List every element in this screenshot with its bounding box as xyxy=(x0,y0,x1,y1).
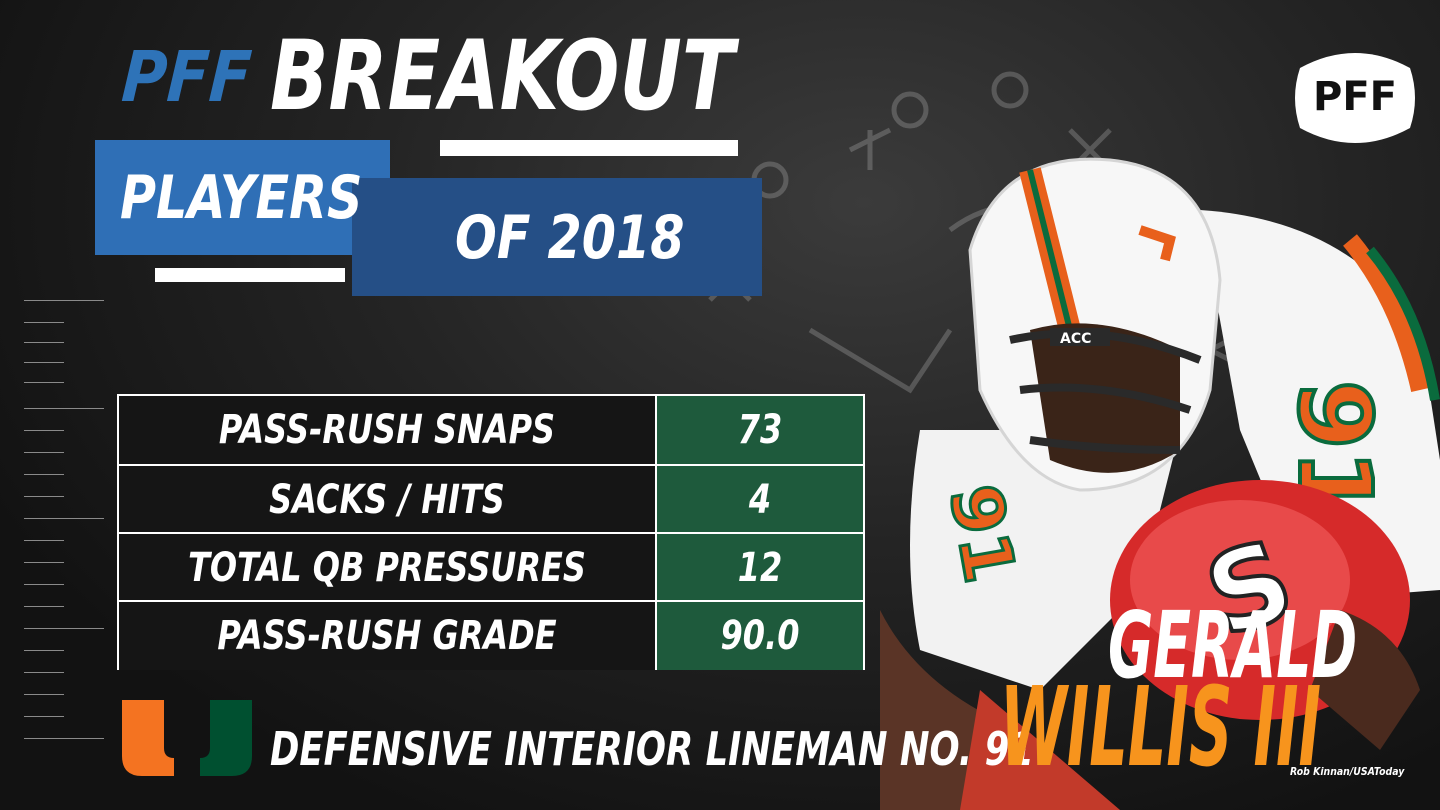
pff-logo: PFF xyxy=(1295,53,1415,143)
title-breakout: BREAKOUT xyxy=(270,20,735,132)
stat-value: 4 xyxy=(748,477,772,523)
stats-row-grade: PASS-RUSH GRADE 90.0 xyxy=(119,600,863,670)
stats-table: PASS-RUSH SNAPS 73 SACKS / HITS 4 TOTAL … xyxy=(117,394,865,670)
title-pff: PFF xyxy=(119,36,254,118)
player-position: DEFENSIVE INTERIOR LINEMAN NO. 91 xyxy=(270,722,1034,776)
stat-label: PASS-RUSH SNAPS xyxy=(218,407,556,453)
stat-value: 12 xyxy=(737,545,783,591)
svg-text:PFF: PFF xyxy=(1313,74,1397,120)
player-photo: 91 91 ACC S xyxy=(880,157,1440,810)
photo-credit: Rob Kinnan/USAToday xyxy=(1290,765,1405,778)
yard-ticks xyxy=(0,300,110,770)
subtitle-box-year xyxy=(352,178,762,296)
team-logo xyxy=(122,700,252,776)
stats-row-pressures: TOTAL QB PRESSURES 12 xyxy=(119,532,863,602)
title-accent-bar xyxy=(440,140,738,156)
player-first-name: GERALD xyxy=(1108,592,1358,699)
player-last-name: WILLIS III xyxy=(1000,663,1322,791)
stat-label: SACKS / HITS xyxy=(269,477,505,523)
jersey-number-chest: 91 xyxy=(933,479,1031,589)
stats-row-sacks: SACKS / HITS 4 xyxy=(119,464,863,534)
helmet-conference-logo: ACC xyxy=(1060,331,1091,347)
subtitle-box-players xyxy=(95,140,390,255)
subtitle-accent-bar xyxy=(155,268,345,282)
stats-row-snaps: PASS-RUSH SNAPS 73 xyxy=(119,396,863,464)
stat-label: PASS-RUSH GRADE xyxy=(217,613,557,659)
stat-value: 90.0 xyxy=(720,613,800,659)
subtitle-year: OF 2018 xyxy=(455,203,685,273)
stat-value: 73 xyxy=(737,407,783,453)
subtitle-players: PLAYERS xyxy=(120,163,363,233)
stat-label: TOTAL QB PRESSURES xyxy=(188,545,586,591)
